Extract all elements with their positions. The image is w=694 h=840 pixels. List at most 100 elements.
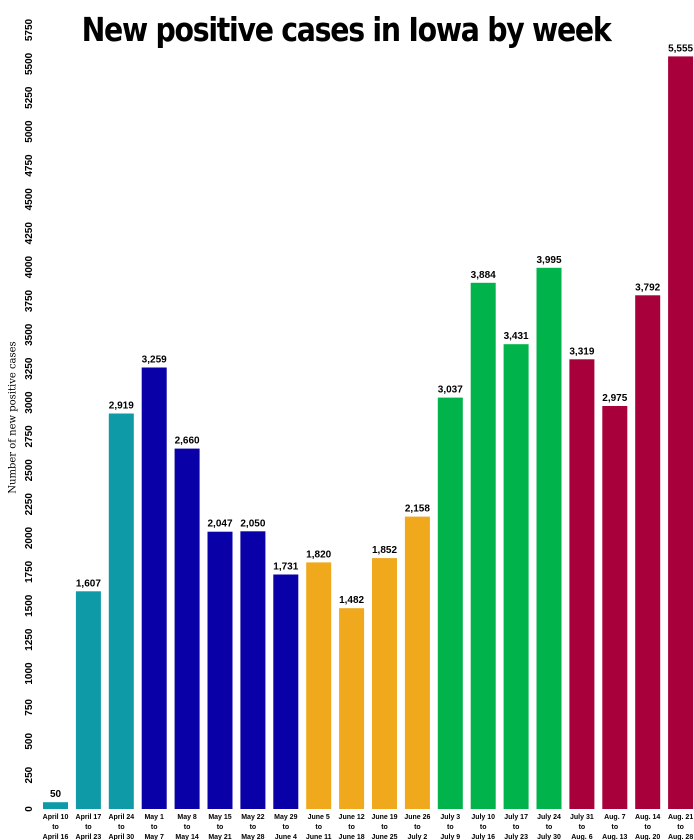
bar-value-label: 3,884 <box>471 270 496 281</box>
bar <box>43 802 68 809</box>
x-tick-label: July 30 <box>537 834 561 840</box>
x-tick-label: Aug. 7 <box>604 814 625 821</box>
x-tick-label: to <box>85 824 92 831</box>
x-tick-label: April 17 <box>76 814 102 821</box>
y-tick-label: 2000 <box>24 526 35 549</box>
y-tick-label: 4000 <box>24 256 35 279</box>
x-tick-label: to <box>250 824 257 831</box>
x-tick-label: to <box>184 824 191 831</box>
bar-value-label: 3,319 <box>569 346 594 357</box>
bar <box>108 413 134 809</box>
x-tick-label: June 18 <box>339 834 365 840</box>
bar <box>75 591 101 809</box>
y-tick-label: 0 <box>24 806 35 812</box>
x-tick-label: June 12 <box>339 814 365 821</box>
bar-value-label: 50 <box>50 789 62 800</box>
bar <box>470 282 496 809</box>
y-tick-label: 750 <box>24 699 35 716</box>
x-tick-label: May 29 <box>274 814 297 821</box>
x-tick-label: Aug. 6 <box>571 834 592 840</box>
y-axis-ticks: 0 250 500 750 1000 1250 1500 1750 2000 2250 2500 27… <box>24 18 35 811</box>
x-tick-label: July 16 <box>471 834 495 840</box>
bar <box>207 531 233 809</box>
y-tick-label: 2750 <box>24 425 35 448</box>
y-tick-label: 5250 <box>24 86 35 109</box>
x-tick-label: to <box>644 824 651 831</box>
y-tick-label: 250 <box>24 766 35 783</box>
bar-value-label: 1,852 <box>372 545 397 556</box>
x-tick-label: May 7 <box>144 834 164 840</box>
x-tick-label: May 21 <box>208 834 231 840</box>
x-tick-label: July 9 <box>440 834 460 840</box>
y-tick-label: 5500 <box>24 52 35 75</box>
y-tick-label: 500 <box>24 733 35 750</box>
bar <box>372 558 397 809</box>
x-tick-label: April 24 <box>108 814 134 821</box>
x-tick-label: July 3 <box>440 814 460 821</box>
bar-value-label: 2,158 <box>405 504 430 515</box>
bar <box>141 367 167 809</box>
bars <box>43 56 694 809</box>
bar <box>602 406 628 809</box>
bar-value-label: 3,259 <box>142 355 167 366</box>
y-tick-label: 3000 <box>24 391 35 414</box>
bar-value-label: 5,555 <box>668 43 693 54</box>
bar-value-label: 1,731 <box>273 562 298 573</box>
x-tick-label: to <box>282 824 289 831</box>
bar <box>635 295 661 809</box>
bar-value-label: 2,047 <box>207 519 232 530</box>
bar-value-label: 3,037 <box>438 385 463 396</box>
bar <box>240 531 266 809</box>
x-tick-label: June 4 <box>275 834 297 840</box>
x-tick-label: June 11 <box>306 834 332 840</box>
y-tick-label: 1500 <box>24 594 35 617</box>
y-tick-label: 1250 <box>24 628 35 651</box>
x-tick-label: to <box>579 824 586 831</box>
bar-value-label: 1,607 <box>76 578 101 589</box>
x-tick-label: to <box>414 824 421 831</box>
x-tick-label: July 23 <box>504 834 528 840</box>
x-tick-label: to <box>480 824 487 831</box>
bar <box>273 574 299 809</box>
x-tick-label: Aug. 13 <box>602 834 627 840</box>
bar <box>437 397 463 809</box>
chart-title: New positive cases in Iowa by week <box>81 10 612 49</box>
bar-value-label: 2,975 <box>602 393 627 404</box>
bar <box>536 267 562 809</box>
x-tick-label: to <box>447 824 454 831</box>
x-tick-label: to <box>118 824 125 831</box>
bar <box>503 344 529 809</box>
x-tick-label: to <box>381 824 388 831</box>
x-tick-label: May 28 <box>241 834 264 840</box>
x-tick-label: to <box>217 824 224 831</box>
x-tick-label: May 22 <box>241 814 264 821</box>
x-tick-label: July 10 <box>471 814 495 821</box>
x-tick-label: May 15 <box>208 814 231 821</box>
x-tick-label: May 8 <box>177 814 197 821</box>
x-tick-label: to <box>546 824 553 831</box>
x-tick-label: April 16 <box>43 834 69 840</box>
x-tick-label: May 14 <box>175 834 198 840</box>
x-tick-label: July 31 <box>570 814 594 821</box>
bar <box>339 608 365 809</box>
y-tick-label: 5000 <box>24 120 35 143</box>
x-tick-label: to <box>611 824 618 831</box>
x-tick-label: to <box>513 824 520 831</box>
bar-value-label: 3,431 <box>504 331 529 342</box>
bar-value-label: 3,792 <box>635 282 660 293</box>
y-tick-label: 3500 <box>24 323 35 346</box>
x-tick-label: to <box>348 824 355 831</box>
y-tick-label: 1750 <box>24 560 35 583</box>
bar <box>306 562 332 809</box>
y-tick-label: 3750 <box>24 289 35 312</box>
x-tick-label: to <box>677 824 684 831</box>
bar-value-label: 1,820 <box>306 549 331 560</box>
x-tick-label: May 1 <box>144 814 164 821</box>
x-axis-ticks: April 10 to April 16 April 17 to April 23 Apri… <box>43 814 694 840</box>
x-tick-label: Aug. 28 <box>668 834 693 840</box>
x-tick-label: June 26 <box>404 814 430 821</box>
x-tick-label: Aug. 21 <box>668 814 693 821</box>
bar-value-label: 2,660 <box>175 436 200 447</box>
bar-value-label: 3,995 <box>536 255 561 266</box>
y-tick-label: 4500 <box>24 188 35 211</box>
